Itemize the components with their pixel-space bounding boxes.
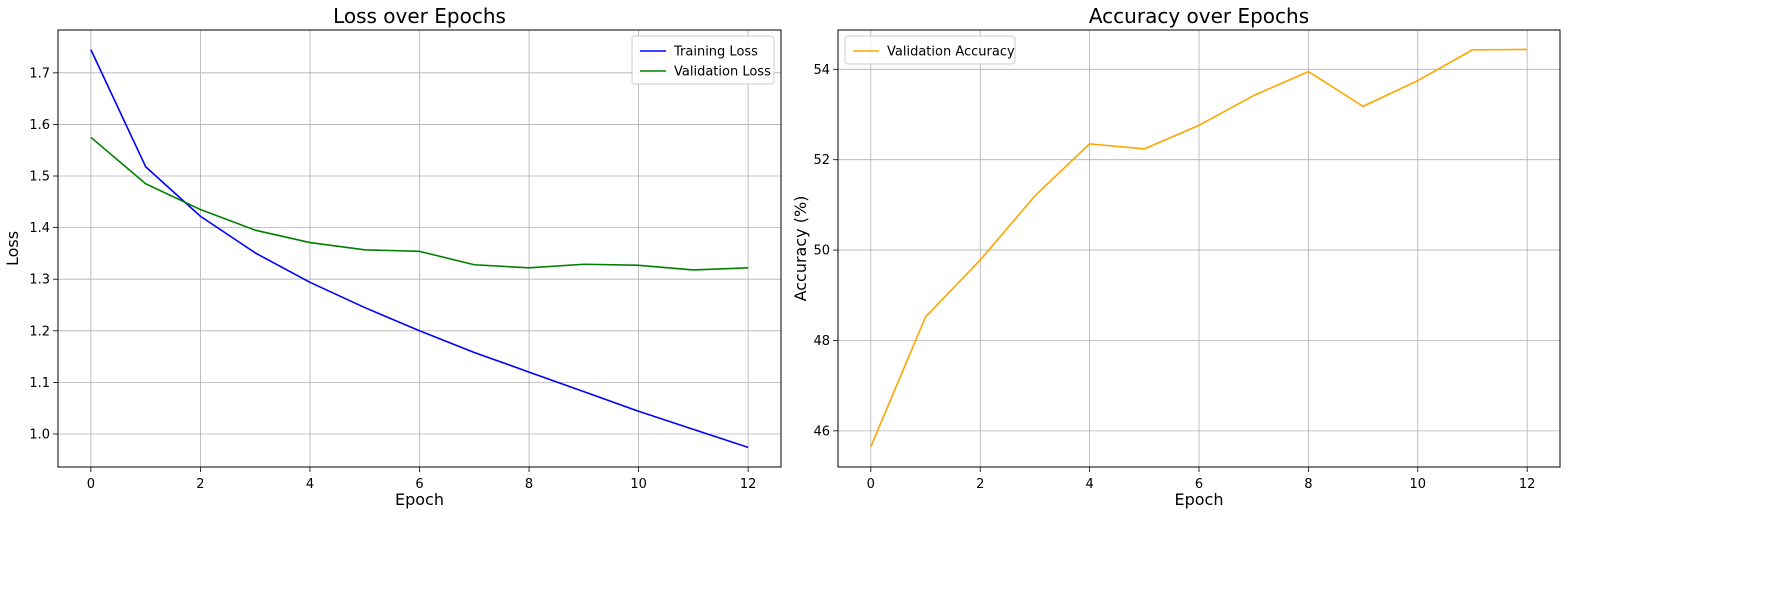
y-tick-label: 48 <box>813 334 830 349</box>
x-tick-label: 6 <box>415 477 423 492</box>
x-tick-label: 12 <box>740 477 757 492</box>
x-tick-label: 4 <box>306 477 314 492</box>
y-tick-label: 1.3 <box>29 273 50 288</box>
y-tick-label: 1.2 <box>29 324 50 339</box>
loss-chart: 0 2 4 6 8 10 12 1.0 1.1 1.2 1.3 1.4 1.5 1.6 1.7 Loss ov… <box>3 4 782 509</box>
grid <box>838 30 1560 467</box>
y-tick-label: 54 <box>813 63 830 78</box>
y-tick-label: 1.4 <box>29 221 50 236</box>
y-axis-label: Accuracy (%) <box>791 196 810 302</box>
legend-box <box>631 35 775 85</box>
y-tick-label: 1.5 <box>29 170 50 185</box>
legend-label: Validation Loss <box>674 65 771 80</box>
y-tick-label: 1.6 <box>29 118 50 133</box>
series-line <box>90 49 749 449</box>
y-tick-label: 50 <box>813 244 830 259</box>
x-tick-label: 0 <box>867 477 875 492</box>
y-tick-label: 1.0 <box>29 427 50 442</box>
legend-label: Validation Accuracy <box>887 45 1015 60</box>
x-tick-label: 8 <box>1304 477 1312 492</box>
chart-title: Accuracy over Epochs <box>1089 4 1309 28</box>
legend: Training Loss Validation Loss <box>631 35 775 85</box>
y-tick-label: 46 <box>813 424 830 439</box>
legend-label: Training Loss <box>673 45 758 60</box>
x-axis-label: Epoch <box>1175 490 1224 509</box>
y-tick-label: 52 <box>813 153 830 168</box>
y-axis-label: Loss <box>3 231 22 266</box>
legend-box <box>844 35 1016 65</box>
x-tick-label: 8 <box>525 477 533 492</box>
x-axis-label: Epoch <box>395 490 444 509</box>
series-line <box>870 48 1528 447</box>
chart-title: Loss over Epochs <box>333 4 506 28</box>
x-tick-label: 2 <box>976 477 984 492</box>
y-tick-label: 1.1 <box>29 376 50 391</box>
x-tick-label: 4 <box>1085 477 1093 492</box>
x-tick-label: 2 <box>196 477 204 492</box>
x-tick-label: 10 <box>1410 477 1427 492</box>
legend: Validation Accuracy <box>844 35 1016 65</box>
x-tick-label: 6 <box>1195 477 1203 492</box>
x-tick-label: 10 <box>630 477 647 492</box>
series-line <box>90 136 749 271</box>
x-tick-label: 12 <box>1519 477 1536 492</box>
grid <box>58 30 781 467</box>
y-tick-label: 1.7 <box>29 66 50 81</box>
x-tick-label: 0 <box>87 477 95 492</box>
